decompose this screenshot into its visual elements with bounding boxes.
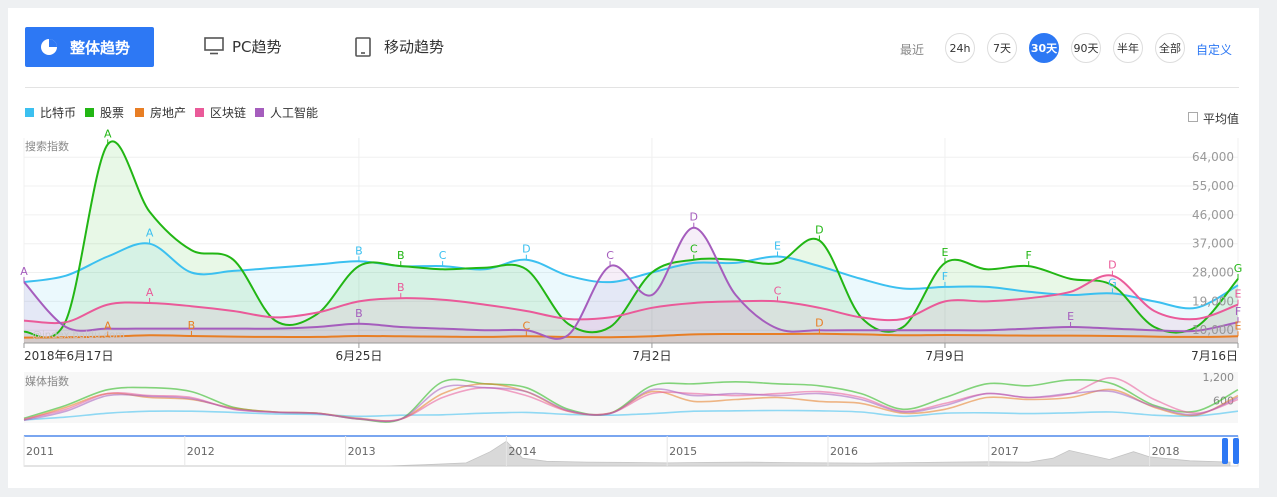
tab-mobile-label: 移动趋势 [384, 38, 445, 56]
monitor-icon [204, 37, 224, 55]
legend-swatch [255, 108, 264, 117]
event-marker-label[interactable]: B [355, 244, 363, 257]
range-history-area [24, 440, 1231, 467]
period-half-year[interactable]: 半年 [1113, 33, 1143, 63]
tab-overall-trend[interactable]: 整体趋势 [25, 27, 154, 67]
media-series-line [23, 384, 1239, 423]
range-handle[interactable] [1233, 438, 1239, 464]
y-tick-label: 64,000 [1192, 150, 1234, 164]
event-marker-label[interactable]: A [20, 265, 28, 278]
event-marker-label[interactable]: E [941, 246, 948, 259]
average-checkbox[interactable] [1188, 112, 1198, 122]
y-tick-label: 46,000 [1192, 208, 1234, 222]
event-marker-label[interactable]: A [146, 227, 154, 240]
series-area [24, 243, 1238, 343]
legend-label: 人工智能 [270, 106, 319, 120]
series-line[interactable] [23, 242, 1239, 310]
legend-label: 区块链 [210, 106, 247, 120]
event-marker-label[interactable]: C [690, 243, 698, 256]
event-marker-label[interactable]: F [942, 270, 948, 283]
period-all[interactable]: 全部 [1155, 33, 1185, 63]
range-year-label: 2016 [830, 445, 858, 458]
legend-label: 比特币 [40, 106, 77, 120]
range-year-label: 2017 [991, 445, 1019, 458]
pie-chart-icon [41, 39, 57, 55]
x-tick-label: 2018年6月17日 [24, 349, 113, 363]
event-marker-label[interactable]: E [1235, 288, 1242, 301]
event-marker-label[interactable]: D [690, 211, 698, 224]
y-tick-label: 37,000 [1192, 237, 1234, 251]
range-year-label: 2015 [669, 445, 697, 458]
legend-swatch [85, 108, 94, 117]
event-marker-label[interactable]: C [774, 284, 782, 297]
event-marker-label[interactable]: A [104, 320, 112, 333]
period-30d[interactable]: 30天 [1029, 33, 1059, 63]
x-tick-label: 7月16日 [1191, 349, 1238, 363]
event-marker-label[interactable]: E [774, 240, 781, 253]
legend-swatch [25, 108, 34, 117]
series-line[interactable] [23, 332, 1239, 339]
watermark-text: @index.baidu.com [32, 330, 125, 341]
event-marker-label[interactable]: G [1234, 262, 1243, 275]
event-marker-label[interactable]: B [397, 281, 405, 294]
event-marker-label[interactable]: F [1026, 249, 1032, 262]
event-marker-label[interactable]: F [1235, 305, 1241, 318]
range-year-label: 2013 [348, 445, 376, 458]
x-tick-label: 7月2日 [632, 349, 671, 363]
series-area [24, 141, 1238, 343]
event-marker-label[interactable]: C [523, 319, 531, 332]
media-axis-title: 媒体指数 [25, 374, 69, 388]
event-marker-label[interactable]: G [1108, 276, 1117, 289]
x-tick-label: 7月9日 [925, 349, 964, 363]
y-tick-label: 10,000 [1192, 323, 1234, 337]
range-year-label: 2011 [26, 445, 54, 458]
divider [25, 87, 1239, 88]
period-24h[interactable]: 24h [945, 33, 975, 63]
legend-label: 股票 [100, 106, 125, 120]
media-series-line [23, 409, 1239, 421]
period-90d[interactable]: 90天 [1071, 33, 1101, 63]
legend-label: 房地产 [150, 106, 187, 120]
y-tick-label: 28,000 [1192, 266, 1234, 280]
event-marker-label[interactable]: B [355, 307, 363, 320]
event-marker-label[interactable]: D [522, 243, 530, 256]
range-year-label: 2014 [508, 445, 536, 458]
event-marker-label[interactable]: A [146, 286, 154, 299]
range-year-label: 2018 [1152, 445, 1180, 458]
event-marker-label[interactable]: D [1108, 259, 1116, 272]
legend-swatch [195, 108, 204, 117]
range-year-label: 2012 [187, 445, 215, 458]
series-area [24, 227, 1238, 343]
event-marker-label[interactable]: B [397, 249, 405, 262]
main-plot-area [24, 138, 1238, 343]
event-marker-label[interactable]: B [188, 319, 196, 332]
x-tick-label: 6月25日 [335, 349, 382, 363]
period-label: 最近 [900, 43, 925, 57]
y-tick-label: 19,000 [1192, 294, 1234, 308]
event-marker-label[interactable]: A [104, 127, 112, 140]
event-marker-label[interactable]: D [815, 317, 823, 330]
period-7d[interactable]: 7天 [987, 33, 1017, 63]
tablet-icon [355, 37, 371, 57]
tab-pc-label: PC趋势 [232, 38, 282, 56]
average-label: 平均值 [1203, 112, 1240, 126]
series-line[interactable] [23, 274, 1239, 325]
legend-swatch [135, 108, 144, 117]
event-marker-label[interactable]: C [606, 249, 614, 262]
event-marker-label[interactable]: E [1235, 319, 1242, 332]
y-tick-label: 55,000 [1192, 179, 1234, 193]
media-series-line [23, 378, 1239, 423]
range-handle[interactable] [1222, 438, 1228, 464]
event-marker-label[interactable]: C [439, 249, 447, 262]
event-marker-label[interactable]: D [815, 224, 823, 237]
tab-overall-label: 整体趋势 [70, 39, 131, 57]
custom-range-link[interactable]: 自定义 [1196, 43, 1233, 57]
y-axis-title: 搜索指数 [25, 139, 69, 153]
series-line[interactable] [23, 226, 1239, 340]
event-marker-label[interactable]: E [1067, 310, 1074, 323]
media-y-tick-label: 1,200 [1203, 371, 1235, 384]
